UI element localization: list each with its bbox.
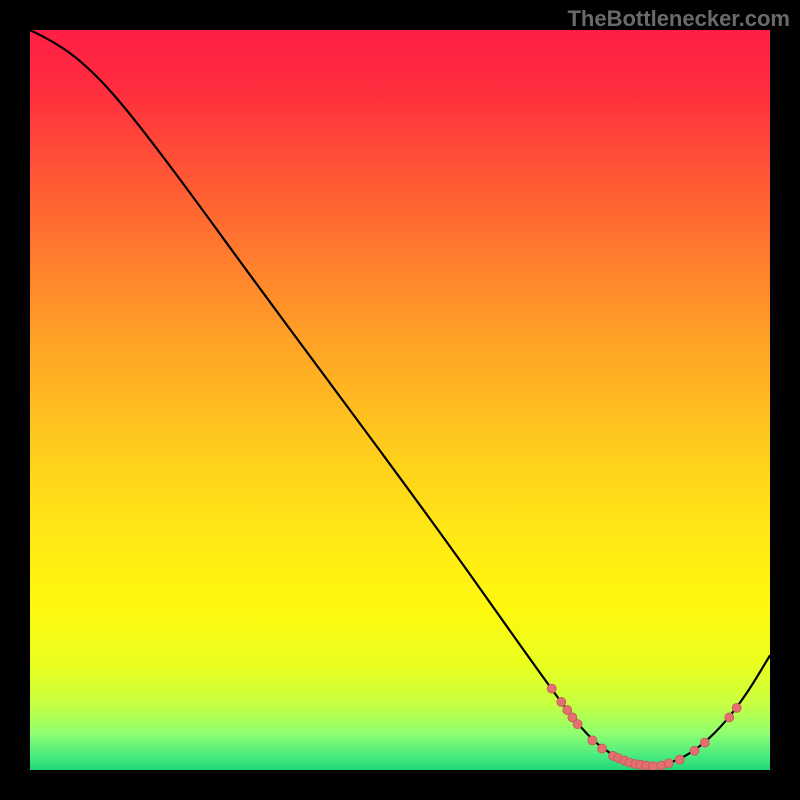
data-marker — [690, 746, 699, 755]
data-marker — [573, 720, 582, 729]
data-marker — [675, 755, 684, 764]
data-marker — [588, 736, 597, 745]
bottleneck-chart — [30, 30, 770, 770]
data-marker — [732, 703, 741, 712]
data-marker — [649, 762, 658, 770]
attribution-text: TheBottlenecker.com — [567, 6, 790, 32]
data-marker — [547, 684, 556, 693]
data-marker — [700, 738, 709, 747]
chart-background — [30, 30, 770, 770]
data-marker — [725, 713, 734, 722]
data-marker — [598, 744, 607, 753]
data-marker — [664, 759, 673, 768]
data-marker — [557, 697, 566, 706]
